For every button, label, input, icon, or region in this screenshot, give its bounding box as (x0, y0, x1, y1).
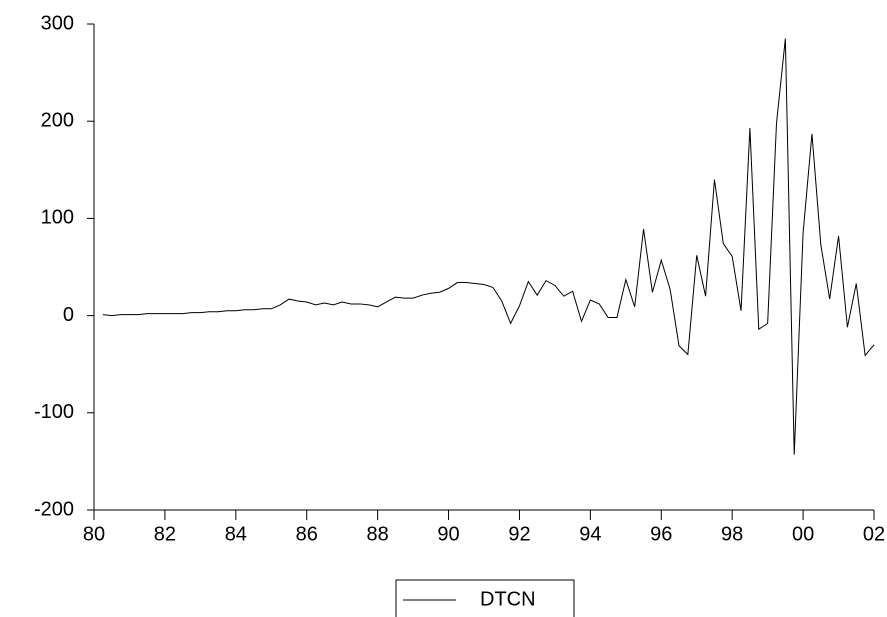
legend-label: DTCN (480, 588, 536, 610)
legend: DTCN (395, 579, 575, 617)
x-tick-label: 94 (579, 523, 601, 545)
x-tick-label: 98 (721, 523, 743, 545)
x-tick-label: 80 (83, 523, 105, 545)
y-tick-label: -100 (34, 401, 74, 423)
y-tick-label: 200 (41, 109, 74, 131)
legend-box (395, 579, 575, 617)
x-tick-label: 88 (367, 523, 389, 545)
y-tick-label: -200 (34, 498, 74, 520)
y-tick-label: 0 (63, 304, 74, 326)
x-tick-label: 90 (437, 523, 459, 545)
y-tick-label: 100 (41, 207, 74, 229)
data-line (102, 38, 875, 455)
y-tick-label: 300 (41, 12, 74, 34)
x-tick-label: 86 (296, 523, 318, 545)
x-tick-label: 82 (154, 523, 176, 545)
x-tick-label: 96 (650, 523, 672, 545)
x-tick-label: 02 (863, 523, 885, 545)
x-tick-label: 92 (508, 523, 530, 545)
x-tick-label: 84 (225, 523, 247, 545)
x-tick-label: 00 (792, 523, 814, 545)
